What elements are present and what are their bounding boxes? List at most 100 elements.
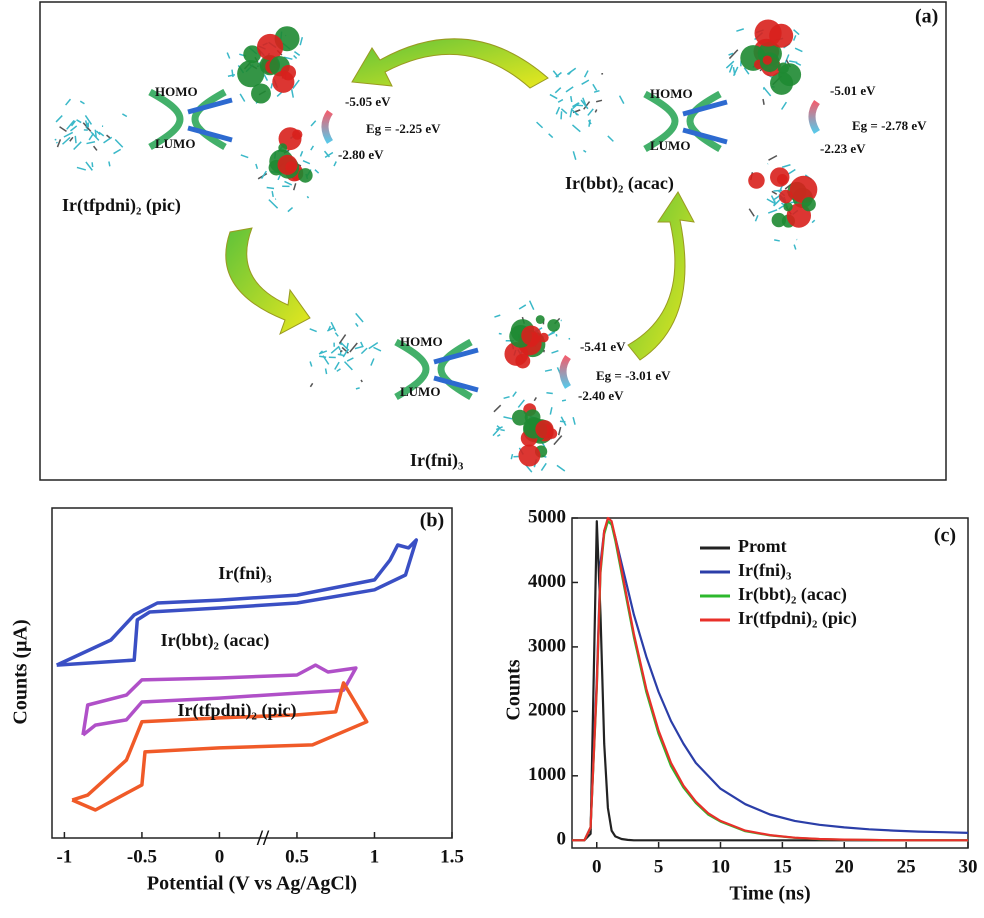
- bond: [767, 209, 778, 214]
- series-label: Ir(bbt)₂ (acac): [161, 630, 270, 651]
- orbital-lobe: [748, 172, 765, 189]
- orbital-lobe: [535, 420, 554, 439]
- gap-arrow: [808, 99, 821, 134]
- transition-arrow: [686, 90, 722, 153]
- orbital-lobe: [278, 143, 288, 153]
- transition-arrow: [148, 88, 184, 151]
- bond: [554, 87, 562, 94]
- bond: [792, 35, 797, 41]
- x-tick-label: 25: [897, 856, 916, 877]
- bond: [592, 83, 598, 91]
- bond: [360, 341, 364, 348]
- bond: [334, 361, 340, 370]
- bond: [231, 69, 234, 78]
- lumo-label: LUMO: [650, 138, 690, 153]
- bond: [292, 183, 297, 191]
- bond: [492, 427, 501, 437]
- bond: [593, 89, 600, 93]
- bond: [549, 93, 558, 100]
- bond: [773, 200, 776, 206]
- energy-gap: Eg = -2.25 eV: [366, 121, 441, 136]
- bond: [570, 96, 573, 103]
- bond: [762, 98, 765, 105]
- orbital-lobe: [783, 202, 793, 212]
- bond: [284, 180, 293, 186]
- bond: [553, 435, 563, 446]
- bond: [533, 397, 537, 402]
- legend-label: Ir(fni)₃: [738, 560, 792, 581]
- bond: [571, 124, 581, 133]
- bond: [85, 161, 93, 171]
- x-tick-label: -1: [56, 846, 72, 867]
- bond: [495, 426, 503, 431]
- bond: [283, 56, 293, 60]
- bond: [754, 215, 759, 222]
- orbital-lobe: [292, 129, 303, 140]
- x-axis-title: Potential (V vs Ag/AgCl): [147, 873, 357, 895]
- x-tick-label: -0.5: [127, 846, 157, 867]
- bond: [789, 60, 798, 64]
- bond: [260, 170, 267, 180]
- orbital-lobe: [776, 174, 788, 185]
- bond: [263, 74, 269, 82]
- bond: [314, 169, 320, 174]
- complex-name: Ir(tfpdni)₂ (pic): [62, 195, 181, 216]
- bond: [794, 47, 803, 53]
- homo-energy: -5.05 eV: [345, 94, 391, 109]
- bond: [569, 108, 573, 118]
- series-line: [71, 681, 369, 812]
- orbital-lobe: [277, 154, 298, 175]
- lumo-energy: -2.23 eV: [820, 141, 866, 156]
- x-axis-title: Time (ns): [729, 883, 810, 905]
- bond: [811, 219, 816, 224]
- bond: [239, 93, 246, 102]
- bond: [337, 353, 345, 357]
- bond: [368, 342, 379, 350]
- homo-arrow: [682, 99, 728, 117]
- complex-name: Ir(bbt)₂ (acac): [565, 173, 674, 194]
- cycle-arrow: [225, 227, 311, 336]
- bond: [512, 391, 517, 397]
- orbital-lobe: [518, 444, 541, 467]
- series-line: [572, 516, 968, 842]
- bond: [322, 355, 330, 365]
- orbital-lobe: [539, 332, 549, 343]
- bond: [70, 125, 78, 132]
- cycle-arrow: [627, 191, 695, 361]
- bond: [732, 66, 736, 76]
- x-tick-label: 5: [654, 856, 664, 877]
- bond: [355, 387, 360, 390]
- y-tick-label: 1000: [528, 764, 566, 785]
- x-tick-label: 1: [370, 846, 380, 867]
- bond: [324, 151, 334, 159]
- bond: [587, 119, 592, 125]
- y-axis-title: Counts (μA): [10, 619, 32, 724]
- bond: [354, 345, 363, 350]
- orbital-lobe: [789, 175, 818, 204]
- bond: [306, 195, 310, 199]
- bond: [309, 382, 314, 388]
- lumo-energy: -2.40 eV: [578, 388, 624, 403]
- bond: [572, 151, 577, 160]
- bond: [324, 368, 328, 375]
- bond: [86, 141, 96, 145]
- bond: [549, 331, 556, 336]
- complex-name: Ir(fni)₃: [410, 450, 464, 471]
- bond: [795, 62, 802, 66]
- bond: [736, 28, 744, 32]
- bond: [566, 67, 577, 75]
- bond: [292, 79, 300, 89]
- bond: [90, 131, 100, 141]
- orbital-lobe: [535, 315, 545, 324]
- orbital-lobe: [243, 45, 262, 64]
- x-tick-label: 20: [835, 856, 854, 877]
- orbital-lobe: [547, 319, 560, 332]
- bond: [572, 102, 579, 108]
- bond: [555, 71, 562, 78]
- bond: [66, 120, 75, 130]
- lumo-arrow: [682, 127, 728, 145]
- bond: [360, 347, 368, 355]
- bond: [108, 161, 111, 167]
- lumo-label: LUMO: [400, 384, 440, 399]
- homo-label: HOMO: [400, 334, 443, 349]
